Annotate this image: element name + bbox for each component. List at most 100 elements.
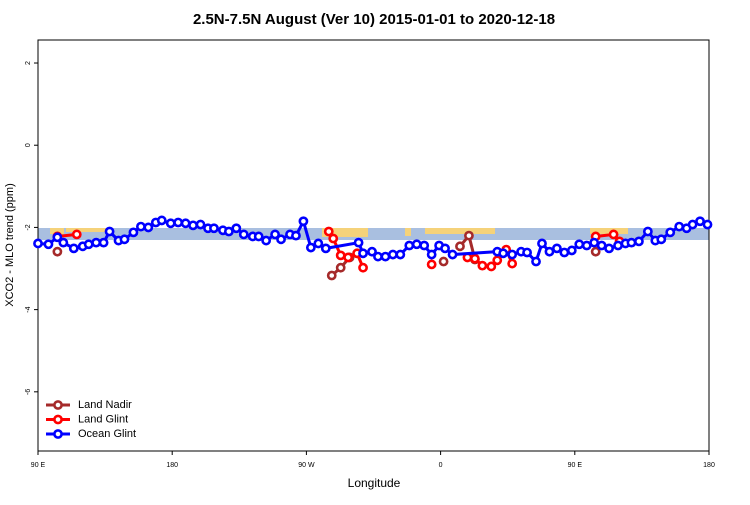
data-point: [566, 245, 577, 256]
data-point: [33, 238, 43, 249]
x-tick-label: 0: [439, 462, 443, 469]
data-point: [426, 259, 437, 270]
data-point: [343, 252, 354, 263]
data-point: [581, 240, 592, 251]
data-point: [291, 230, 301, 241]
data-point: [419, 240, 430, 251]
data-point: [477, 260, 488, 271]
data-point: [613, 240, 623, 251]
data-point: [486, 261, 497, 272]
data-point: [119, 234, 130, 245]
data-point: [261, 235, 272, 246]
data-point: [498, 248, 509, 259]
y-axis-label: XCO2 - MLO trend (ppm): [4, 183, 16, 306]
land-patch: [590, 228, 628, 234]
data-point: [173, 217, 184, 228]
data-point: [590, 246, 601, 257]
data-point: [188, 220, 198, 231]
x-tick-label: 90 E: [568, 462, 583, 469]
data-point: [687, 219, 698, 230]
data-point: [440, 243, 450, 254]
legend-label: Ocean Glint: [78, 428, 136, 440]
data-point: [507, 249, 518, 260]
land-patch: [322, 228, 368, 237]
data-point: [313, 238, 324, 249]
data-point: [438, 256, 449, 267]
data-point: [71, 229, 82, 240]
data-point: [83, 239, 94, 250]
data-point: [695, 216, 705, 227]
data-point: [323, 226, 334, 237]
chart-title: 2.5N-7.5N August (Ver 10) 2015-01-01 to …: [193, 11, 555, 28]
data-point: [559, 247, 570, 258]
data-point: [328, 233, 339, 244]
data-point: [665, 227, 676, 238]
data-point: [455, 241, 465, 252]
data-point: [52, 246, 63, 257]
data-point: [231, 223, 242, 234]
data-point: [531, 256, 541, 267]
data-point: [320, 243, 331, 254]
data-point: [58, 237, 69, 248]
data-point: [404, 240, 415, 251]
data-point: [91, 237, 102, 248]
data-point: [656, 234, 667, 245]
land-patch: [425, 228, 495, 234]
y-tick-label: -6: [25, 389, 32, 395]
data-point: [358, 248, 368, 259]
data-point: [305, 242, 316, 253]
data-point: [373, 251, 383, 262]
data-point: [270, 229, 280, 240]
data-point: [353, 237, 364, 248]
data-point: [135, 221, 146, 232]
data-point: [589, 237, 600, 248]
data-point: [156, 215, 167, 226]
data-point: [469, 253, 480, 264]
legend-label: Land Glint: [78, 413, 128, 425]
x-tick-label: 180: [703, 462, 715, 469]
legend-marker: [53, 414, 63, 425]
data-point: [507, 258, 518, 269]
data-point: [209, 223, 219, 234]
data-point: [674, 221, 685, 232]
data-point: [492, 255, 503, 266]
data-point: [358, 262, 368, 273]
data-point: [596, 240, 607, 251]
data-point: [43, 239, 54, 250]
data-point: [634, 236, 644, 247]
data-point: [411, 239, 422, 250]
data-point: [380, 251, 391, 262]
data-point: [335, 262, 346, 273]
data-point: [298, 216, 309, 227]
data-point: [642, 226, 653, 237]
data-point: [335, 250, 346, 261]
data-point: [387, 249, 398, 260]
y-tick-label: 0: [25, 143, 32, 147]
x-tick-label: 90 W: [298, 462, 315, 469]
data-point: [552, 243, 562, 254]
data-point: [52, 232, 63, 243]
data-point: [68, 243, 79, 254]
data-point: [522, 247, 532, 258]
data-point: [395, 249, 406, 260]
y-tick-label: 2: [25, 61, 32, 65]
y-tick-label: -2: [25, 224, 32, 230]
data-point: [238, 229, 249, 240]
data-point: [326, 270, 337, 281]
x-tick-label: 90 E: [31, 462, 46, 469]
land-patch: [405, 228, 411, 236]
data-point: [223, 226, 234, 237]
data-point: [544, 246, 555, 257]
data-point: [98, 237, 109, 248]
data-point: [604, 243, 614, 254]
data-point: [426, 249, 437, 260]
data-point: [104, 226, 115, 237]
data-point: [464, 230, 474, 241]
data-point: [195, 219, 206, 230]
data-point: [143, 222, 154, 233]
data-point: [253, 231, 264, 242]
data-point: [128, 227, 139, 238]
land-patch: [50, 228, 64, 234]
